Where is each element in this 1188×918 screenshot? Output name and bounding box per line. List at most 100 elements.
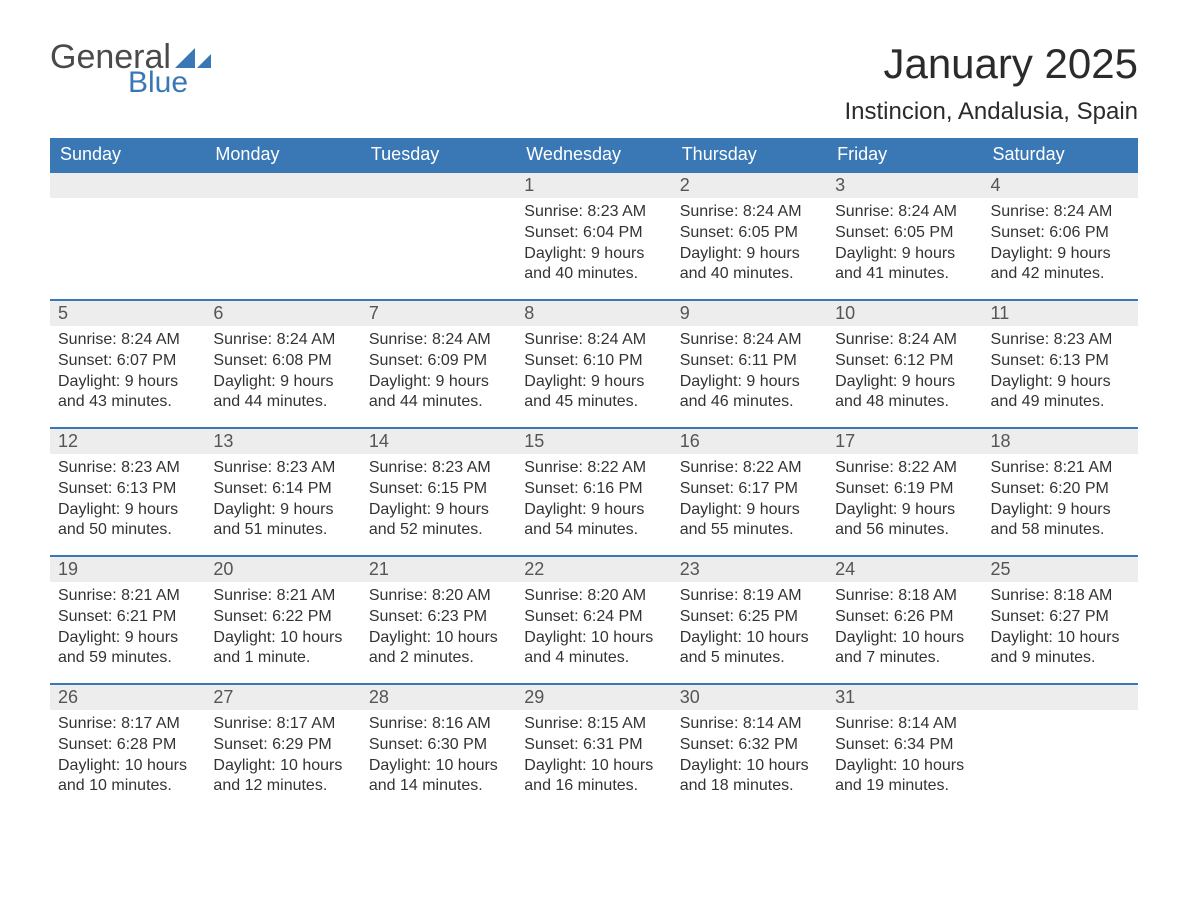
sunrise-line: Sunrise: 8:19 AM bbox=[680, 586, 819, 607]
day-number: 27 bbox=[205, 683, 360, 710]
sunset-line: Sunset: 6:05 PM bbox=[680, 223, 819, 244]
day-details: Sunrise: 8:24 AMSunset: 6:05 PMDaylight:… bbox=[827, 198, 982, 295]
calendar-week-row: 12Sunrise: 8:23 AMSunset: 6:13 PMDayligh… bbox=[50, 427, 1138, 555]
day-details: Sunrise: 8:17 AMSunset: 6:28 PMDaylight:… bbox=[50, 710, 205, 807]
sunrise-line: Sunrise: 8:17 AM bbox=[213, 714, 352, 735]
day-details: Sunrise: 8:23 AMSunset: 6:04 PMDaylight:… bbox=[516, 198, 671, 295]
calendar-day-cell bbox=[50, 171, 205, 299]
sunset-line: Sunset: 6:23 PM bbox=[369, 607, 508, 628]
day-details: Sunrise: 8:18 AMSunset: 6:27 PMDaylight:… bbox=[983, 582, 1138, 679]
calendar-day-cell: 13Sunrise: 8:23 AMSunset: 6:14 PMDayligh… bbox=[205, 427, 360, 555]
sunset-line: Sunset: 6:22 PM bbox=[213, 607, 352, 628]
sunset-line: Sunset: 6:08 PM bbox=[213, 351, 352, 372]
daylight-line: Daylight: 10 hours and 4 minutes. bbox=[524, 628, 663, 670]
calendar-day-cell: 6Sunrise: 8:24 AMSunset: 6:08 PMDaylight… bbox=[205, 299, 360, 427]
sunrise-line: Sunrise: 8:24 AM bbox=[213, 330, 352, 351]
calendar-day-cell: 17Sunrise: 8:22 AMSunset: 6:19 PMDayligh… bbox=[827, 427, 982, 555]
daylight-line: Daylight: 9 hours and 43 minutes. bbox=[58, 372, 197, 414]
day-number: 2 bbox=[672, 171, 827, 198]
day-number: 8 bbox=[516, 299, 671, 326]
sunrise-line: Sunrise: 8:24 AM bbox=[835, 202, 974, 223]
weekday-header: Friday bbox=[827, 138, 982, 171]
day-details: Sunrise: 8:24 AMSunset: 6:07 PMDaylight:… bbox=[50, 326, 205, 423]
sunrise-line: Sunrise: 8:22 AM bbox=[835, 458, 974, 479]
day-number: 9 bbox=[672, 299, 827, 326]
daylight-line: Daylight: 9 hours and 59 minutes. bbox=[58, 628, 197, 670]
sunrise-line: Sunrise: 8:18 AM bbox=[991, 586, 1130, 607]
day-details: Sunrise: 8:24 AMSunset: 6:09 PMDaylight:… bbox=[361, 326, 516, 423]
sunset-line: Sunset: 6:12 PM bbox=[835, 351, 974, 372]
sunrise-line: Sunrise: 8:24 AM bbox=[835, 330, 974, 351]
weekday-header: Saturday bbox=[983, 138, 1138, 171]
sunrise-line: Sunrise: 8:24 AM bbox=[680, 330, 819, 351]
calendar-header-row: SundayMondayTuesdayWednesdayThursdayFrid… bbox=[50, 138, 1138, 171]
daylight-line: Daylight: 10 hours and 16 minutes. bbox=[524, 756, 663, 798]
day-details: Sunrise: 8:22 AMSunset: 6:16 PMDaylight:… bbox=[516, 454, 671, 551]
calendar-day-cell: 15Sunrise: 8:22 AMSunset: 6:16 PMDayligh… bbox=[516, 427, 671, 555]
daylight-line: Daylight: 9 hours and 44 minutes. bbox=[213, 372, 352, 414]
day-details: Sunrise: 8:16 AMSunset: 6:30 PMDaylight:… bbox=[361, 710, 516, 807]
daylight-line: Daylight: 10 hours and 9 minutes. bbox=[991, 628, 1130, 670]
sunrise-line: Sunrise: 8:24 AM bbox=[369, 330, 508, 351]
day-number: 4 bbox=[983, 171, 1138, 198]
sunset-line: Sunset: 6:05 PM bbox=[835, 223, 974, 244]
sunrise-line: Sunrise: 8:24 AM bbox=[58, 330, 197, 351]
day-number: 7 bbox=[361, 299, 516, 326]
calendar-day-cell: 7Sunrise: 8:24 AMSunset: 6:09 PMDaylight… bbox=[361, 299, 516, 427]
brand-part2: Blue bbox=[128, 68, 211, 98]
daylight-line: Daylight: 9 hours and 42 minutes. bbox=[991, 244, 1130, 286]
month-title: January 2025 bbox=[844, 40, 1138, 88]
day-number: 11 bbox=[983, 299, 1138, 326]
sunset-line: Sunset: 6:14 PM bbox=[213, 479, 352, 500]
calendar-day-cell: 21Sunrise: 8:20 AMSunset: 6:23 PMDayligh… bbox=[361, 555, 516, 683]
sunset-line: Sunset: 6:06 PM bbox=[991, 223, 1130, 244]
header: General Blue January 2025 Instincion, An… bbox=[50, 40, 1138, 126]
sunrise-line: Sunrise: 8:21 AM bbox=[58, 586, 197, 607]
sunrise-line: Sunrise: 8:24 AM bbox=[680, 202, 819, 223]
calendar-day-cell: 30Sunrise: 8:14 AMSunset: 6:32 PMDayligh… bbox=[672, 683, 827, 811]
sunset-line: Sunset: 6:16 PM bbox=[524, 479, 663, 500]
day-number-empty bbox=[50, 171, 205, 198]
calendar-day-cell: 1Sunrise: 8:23 AMSunset: 6:04 PMDaylight… bbox=[516, 171, 671, 299]
sunset-line: Sunset: 6:07 PM bbox=[58, 351, 197, 372]
sunset-line: Sunset: 6:25 PM bbox=[680, 607, 819, 628]
sunset-line: Sunset: 6:27 PM bbox=[991, 607, 1130, 628]
sunset-line: Sunset: 6:26 PM bbox=[835, 607, 974, 628]
day-details: Sunrise: 8:22 AMSunset: 6:19 PMDaylight:… bbox=[827, 454, 982, 551]
calendar-body: 1Sunrise: 8:23 AMSunset: 6:04 PMDaylight… bbox=[50, 171, 1138, 811]
day-details: Sunrise: 8:21 AMSunset: 6:20 PMDaylight:… bbox=[983, 454, 1138, 551]
day-number: 5 bbox=[50, 299, 205, 326]
day-details: Sunrise: 8:21 AMSunset: 6:21 PMDaylight:… bbox=[50, 582, 205, 679]
day-number: 16 bbox=[672, 427, 827, 454]
daylight-line: Daylight: 10 hours and 12 minutes. bbox=[213, 756, 352, 798]
sunrise-line: Sunrise: 8:23 AM bbox=[58, 458, 197, 479]
sunrise-line: Sunrise: 8:20 AM bbox=[369, 586, 508, 607]
day-number-empty bbox=[983, 683, 1138, 710]
weekday-header: Tuesday bbox=[361, 138, 516, 171]
calendar-day-cell: 4Sunrise: 8:24 AMSunset: 6:06 PMDaylight… bbox=[983, 171, 1138, 299]
calendar-day-cell: 23Sunrise: 8:19 AMSunset: 6:25 PMDayligh… bbox=[672, 555, 827, 683]
calendar-day-cell: 12Sunrise: 8:23 AMSunset: 6:13 PMDayligh… bbox=[50, 427, 205, 555]
sunrise-line: Sunrise: 8:23 AM bbox=[524, 202, 663, 223]
day-number-empty bbox=[361, 171, 516, 198]
day-number: 14 bbox=[361, 427, 516, 454]
daylight-line: Daylight: 9 hours and 41 minutes. bbox=[835, 244, 974, 286]
daylight-line: Daylight: 10 hours and 10 minutes. bbox=[58, 756, 197, 798]
daylight-line: Daylight: 9 hours and 56 minutes. bbox=[835, 500, 974, 542]
weekday-header: Wednesday bbox=[516, 138, 671, 171]
brand-triangle-icon bbox=[175, 48, 211, 68]
day-number: 30 bbox=[672, 683, 827, 710]
day-details: Sunrise: 8:23 AMSunset: 6:13 PMDaylight:… bbox=[983, 326, 1138, 423]
day-number: 25 bbox=[983, 555, 1138, 582]
calendar-day-cell: 3Sunrise: 8:24 AMSunset: 6:05 PMDaylight… bbox=[827, 171, 982, 299]
sunset-line: Sunset: 6:32 PM bbox=[680, 735, 819, 756]
day-details: Sunrise: 8:24 AMSunset: 6:10 PMDaylight:… bbox=[516, 326, 671, 423]
calendar-table: SundayMondayTuesdayWednesdayThursdayFrid… bbox=[50, 138, 1138, 811]
sunset-line: Sunset: 6:24 PM bbox=[524, 607, 663, 628]
calendar-day-cell bbox=[205, 171, 360, 299]
day-number: 17 bbox=[827, 427, 982, 454]
calendar-day-cell bbox=[983, 683, 1138, 811]
weekday-header: Monday bbox=[205, 138, 360, 171]
day-number: 13 bbox=[205, 427, 360, 454]
day-details: Sunrise: 8:21 AMSunset: 6:22 PMDaylight:… bbox=[205, 582, 360, 679]
